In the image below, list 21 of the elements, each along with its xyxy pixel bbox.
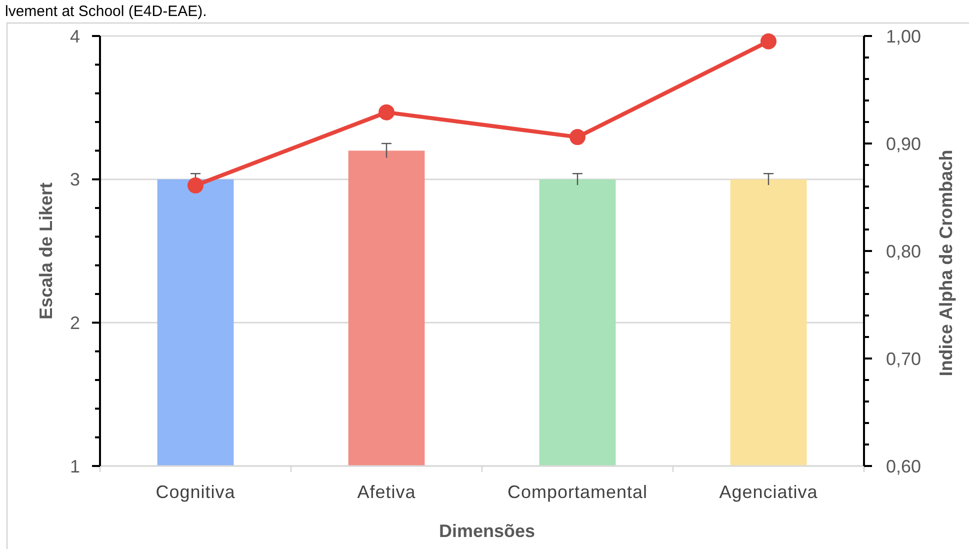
x-tick-label: Comportamental: [507, 482, 648, 502]
y2-tick-label: 0,60: [886, 456, 922, 476]
y2-tick-label: 1,00: [886, 26, 922, 46]
y-axis-title: Escala de Likert: [36, 182, 56, 320]
chart-title: lvement at School (E4D-EAE).: [5, 3, 207, 20]
x-axis-title: Dimensões: [438, 521, 536, 541]
y-tick-label: 1: [70, 456, 80, 476]
y-tick-label: 4: [70, 26, 80, 46]
y-tick-label: 2: [70, 312, 80, 333]
x-tick-label: Agenciativa: [719, 482, 818, 502]
y2-axis-title: Indice Alpha de Crombach: [936, 150, 956, 376]
y2-tick-label: 0,80: [886, 241, 922, 262]
point: [570, 129, 586, 146]
point: [188, 177, 204, 194]
x-tick-label: Afetiva: [357, 482, 416, 502]
point: [760, 33, 776, 50]
y2-tick-label: 0,90: [886, 134, 922, 154]
point: [378, 104, 394, 120]
x-tick-label: Cognitiva: [156, 482, 236, 502]
y2-tick-label: 0,70: [886, 348, 922, 369]
y-tick-label: 3: [70, 170, 80, 190]
